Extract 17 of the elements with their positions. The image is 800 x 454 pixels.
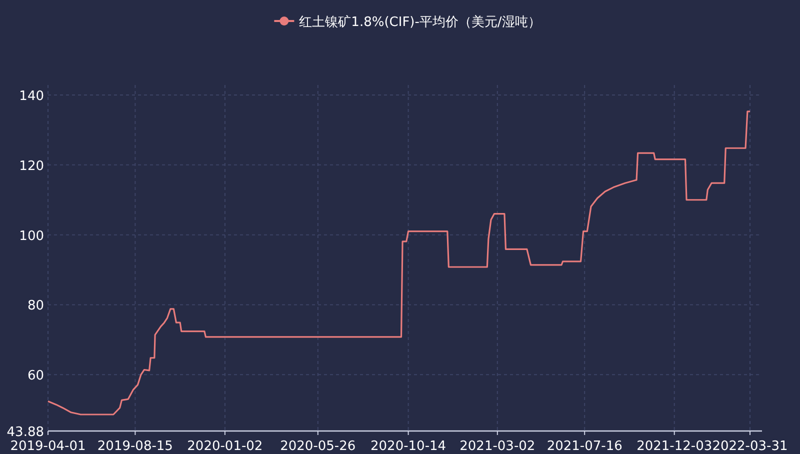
- x-tick-label: 2022-03-31: [712, 439, 788, 454]
- x-tick-label: 2019-08-15: [97, 439, 173, 454]
- x-tick-label: 2020-05-26: [280, 439, 356, 454]
- x-tick-label: 2020-01-02: [187, 439, 263, 454]
- y-tick-label: 43.88: [6, 425, 44, 440]
- legend-label: 红土镍矿1.8%(CIF)-平均价（美元/湿吨）: [299, 14, 541, 30]
- y-tick-label: 80: [27, 298, 44, 314]
- x-tick-label: 2020-10-14: [370, 439, 446, 454]
- x-tick-label: 2021-07-16: [546, 439, 622, 454]
- y-tick-label: 100: [19, 228, 44, 244]
- y-tick-label: 140: [19, 89, 44, 104]
- line-series: [47, 110, 751, 416]
- y-tick-label: 60: [27, 368, 44, 384]
- x-tick-label: 2021-12-03: [636, 439, 712, 454]
- x-tick-label: 2019-04-01: [10, 439, 86, 454]
- x-tick-label: 2021-03-02: [460, 439, 536, 454]
- y-tick-label: 120: [19, 158, 44, 174]
